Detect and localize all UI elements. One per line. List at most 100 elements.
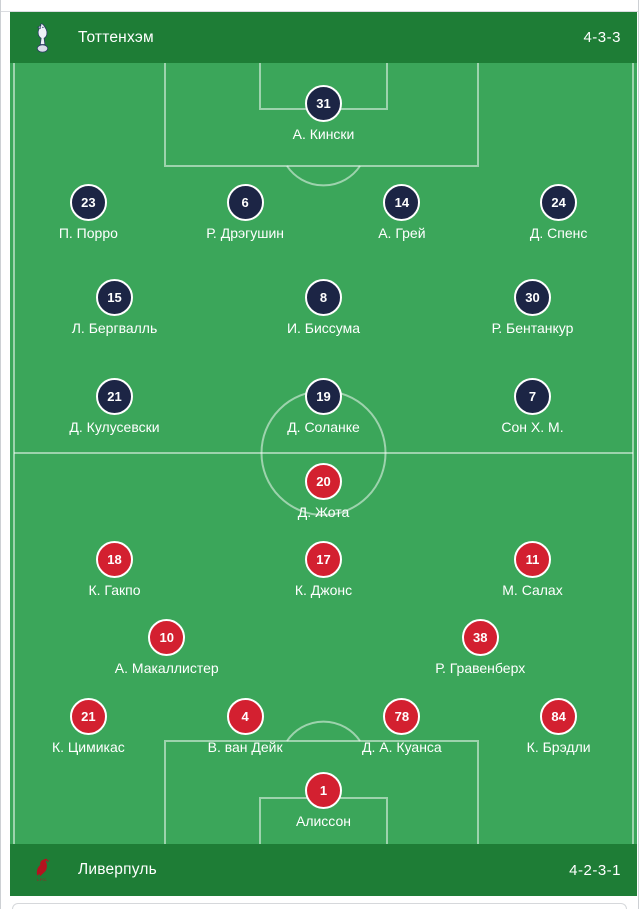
away-row-defensive-mid: 10 А. Макаллистер 38 Р. Гравенберх: [10, 619, 637, 676]
player-bissouma[interactable]: 8 И. Биссума: [219, 279, 428, 336]
player-number-badge: 84: [540, 698, 578, 735]
player-name: К. Гакпо: [88, 582, 141, 598]
player-number-badge: 4: [226, 698, 264, 735]
player-number-badge: 24: [540, 184, 578, 221]
player-number-badge: 6: [226, 184, 264, 221]
away-team-header: L.F.C. Ливерпуль 4-2-3-1: [10, 844, 637, 896]
player-name: П. Порро: [58, 225, 118, 241]
player-number: 15: [107, 290, 122, 305]
player-number-badge: 18: [96, 541, 133, 578]
player-number-badge: 21: [69, 698, 107, 735]
away-row-gk: 1 Алиссон: [10, 772, 637, 829]
player-number-badge: 38: [461, 619, 499, 656]
player-gray[interactable]: 14 А. Грей: [324, 184, 481, 241]
player-tsimikas[interactable]: 21 К. Цимикас: [10, 698, 167, 755]
player-name: Р. Бентанкур: [491, 320, 574, 336]
player-kinsky[interactable]: 31 А. Кински: [10, 85, 637, 142]
player-solanke[interactable]: 19 Д. Соланке: [219, 378, 428, 435]
player-name: В. ван Дейк: [207, 739, 283, 755]
player-number: 8: [319, 290, 328, 305]
player-name: И. Биссума: [286, 320, 361, 336]
home-row-midfield: 15 Л. Бергвалль 8 И. Биссума 30 Р. Бента…: [10, 279, 637, 336]
home-formation: 4-3-3: [583, 29, 621, 46]
player-number: 4: [241, 709, 249, 724]
away-row-defense: 21 К. Цимикас 4 В. ван Дейк 78 Д. А. Куа…: [10, 698, 637, 755]
player-number: 14: [394, 195, 410, 210]
player-number: 6: [241, 195, 249, 210]
pitch: 31 А. Кински 23 П. Порро 6 Р. Дрэгушин 1…: [10, 63, 637, 844]
player-number-badge: 23: [69, 184, 107, 221]
bottom-gap: [0, 896, 639, 903]
player-name: Д. А. Куанса: [362, 739, 442, 755]
away-row-attacking-mid: 18 К. Гакпо 17 К. Джонс 11 М. Салах: [10, 541, 637, 598]
player-number-badge: 10: [148, 619, 186, 656]
player-number-badge: 21: [96, 378, 133, 415]
player-number: 84: [551, 709, 566, 724]
player-number: 18: [107, 552, 122, 567]
away-team-name: Ливерпуль: [78, 861, 157, 878]
player-name: К. Цимикас: [51, 739, 125, 755]
player-kulusevski[interactable]: 21 Д. Кулусевски: [10, 378, 219, 435]
player-name: Д. Спенс: [529, 225, 588, 241]
player-number-badge: 14: [383, 184, 421, 221]
player-bentancur[interactable]: 30 Р. Бентанкур: [428, 279, 637, 336]
player-dragusin[interactable]: 6 Р. Дрэгушин: [167, 184, 324, 241]
liverpool-crest-icon: L.F.C.: [30, 854, 54, 886]
player-number-badge: 19: [305, 378, 342, 415]
player-name: М. Салах: [502, 582, 563, 598]
player-number: 1: [319, 783, 328, 798]
player-number-badge: 15: [96, 279, 133, 316]
player-number-badge: 1: [305, 772, 342, 809]
player-name: Д. Соланке: [287, 419, 360, 435]
next-card-top-edge: [12, 903, 627, 909]
player-number: 24: [551, 195, 566, 210]
player-name: Р. Гравенберх: [435, 660, 526, 676]
player-number-badge: 17: [305, 541, 342, 578]
player-name: Л. Бергвалль: [71, 320, 158, 336]
player-name: Д. Жота: [297, 504, 350, 520]
player-number: 20: [316, 474, 331, 489]
player-number: 7: [528, 389, 537, 404]
player-number: 21: [81, 709, 96, 724]
player-number-badge: 8: [305, 279, 342, 316]
player-name: Р. Дрэгушин: [206, 225, 285, 241]
player-bergvall[interactable]: 15 Л. Бергвалль: [10, 279, 219, 336]
player-porro[interactable]: 23 П. Порро: [10, 184, 167, 241]
player-quansah[interactable]: 78 Д. А. Куанса: [324, 698, 481, 755]
player-bradley[interactable]: 84 К. Брэдли: [480, 698, 637, 755]
player-vandijk[interactable]: 4 В. ван Дейк: [167, 698, 324, 755]
player-number: 78: [394, 709, 410, 724]
player-number: 31: [316, 96, 331, 111]
player-spence[interactable]: 24 Д. Спенс: [480, 184, 637, 241]
player-name: А. Кински: [292, 126, 355, 142]
home-team-name: Тоттенхэм: [78, 28, 154, 46]
player-number-badge: 20: [305, 463, 342, 500]
player-salah[interactable]: 11 М. Салах: [428, 541, 637, 598]
player-jota[interactable]: 20 Д. Жота: [10, 463, 637, 520]
player-gakpo[interactable]: 18 К. Гакпо: [10, 541, 219, 598]
player-jones[interactable]: 17 К. Джонс: [219, 541, 428, 598]
player-number: 17: [316, 552, 331, 567]
player-macallister[interactable]: 10 А. Макаллистер: [10, 619, 324, 676]
svg-text:L.F.C.: L.F.C.: [37, 877, 47, 882]
player-name: Сон Х. М.: [501, 419, 564, 435]
player-name: Д. Кулусевски: [69, 419, 160, 435]
player-son[interactable]: 7 Сон Х. М.: [428, 378, 637, 435]
player-number: 38: [473, 630, 488, 645]
player-name: Алиссон: [295, 813, 351, 829]
home-row-attack: 21 Д. Кулусевски 19 Д. Соланке 7 Сон Х. …: [10, 378, 637, 435]
player-gravenberch[interactable]: 38 Р. Гравенберх: [324, 619, 638, 676]
player-name: А. Макаллистер: [114, 660, 219, 676]
player-name: К. Джонс: [294, 582, 353, 598]
player-number-badge: 78: [383, 698, 421, 735]
player-name: А. Грей: [378, 225, 426, 241]
lineups-card: Тоттенхэм 4-3-3 31 А. Кински 23: [10, 12, 637, 896]
player-number: 10: [159, 630, 174, 645]
player-number-badge: 30: [514, 279, 551, 316]
home-team-header: Тоттенхэм 4-3-3: [10, 12, 637, 63]
player-number: 11: [525, 552, 540, 567]
home-row-gk: 31 А. Кински: [10, 85, 637, 142]
player-alisson[interactable]: 1 Алиссон: [10, 772, 637, 829]
pitch-markings: [13, 63, 634, 844]
player-number: 23: [81, 195, 96, 210]
